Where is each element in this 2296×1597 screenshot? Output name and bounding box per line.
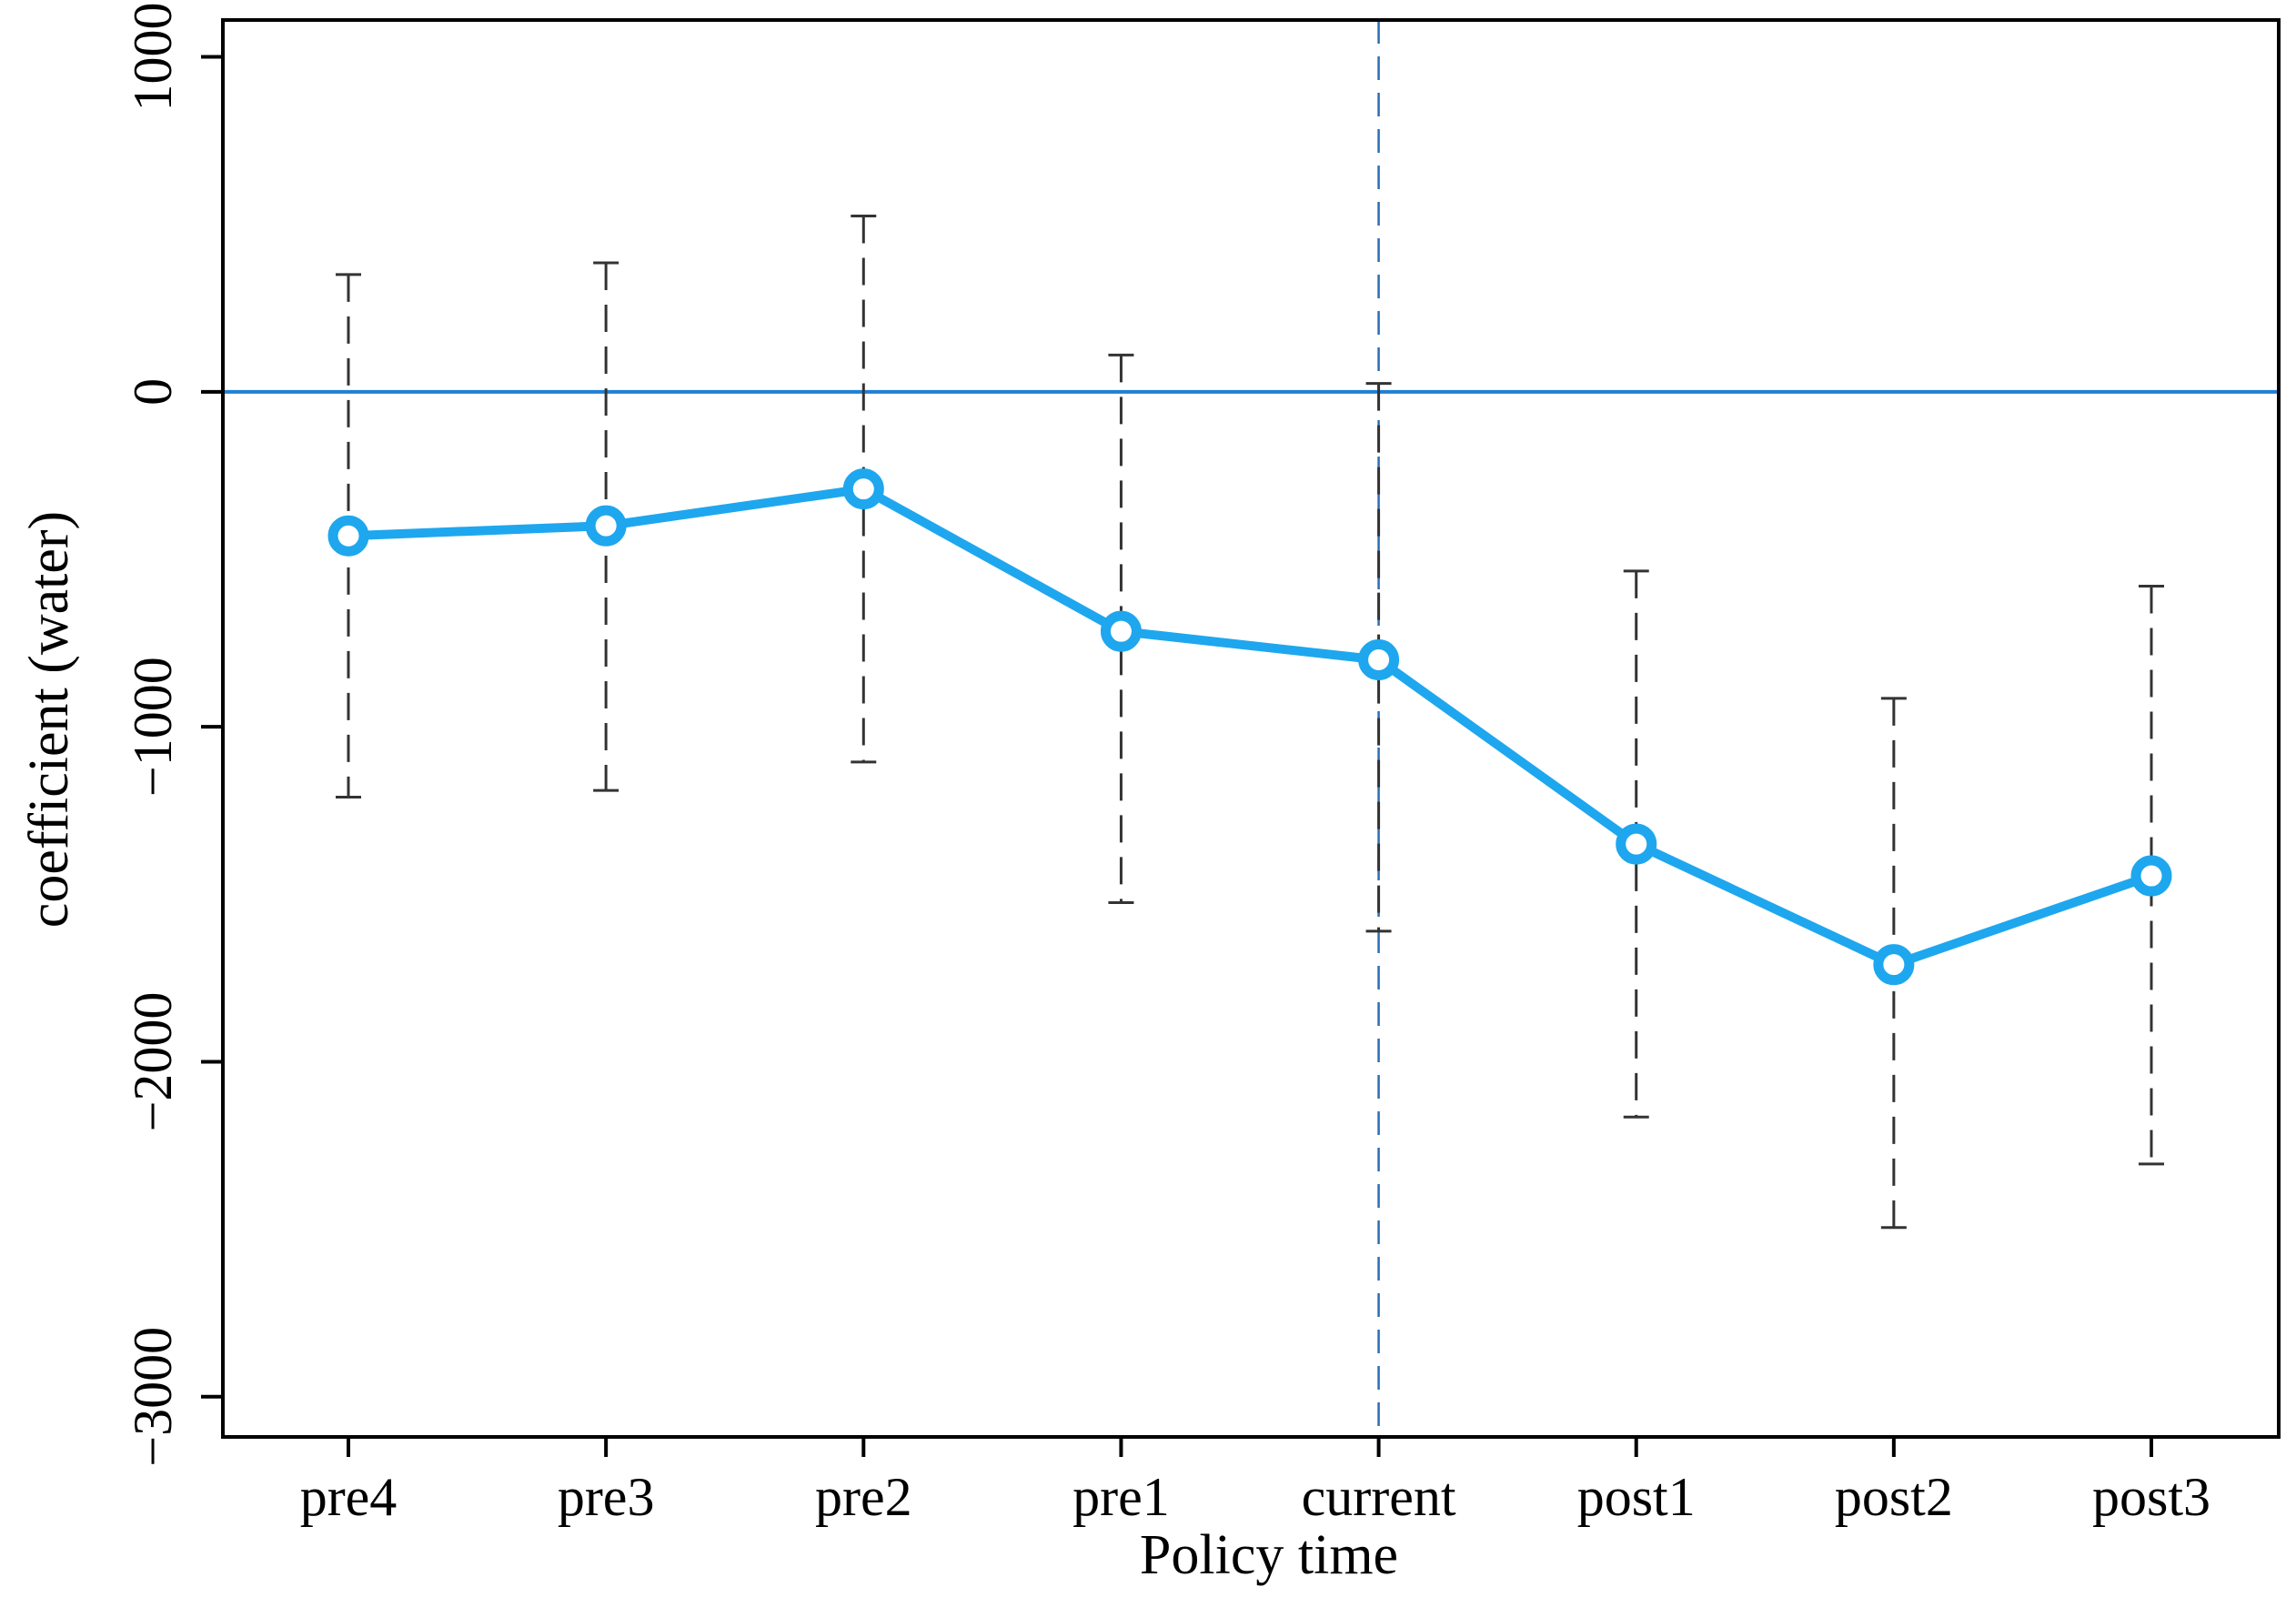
point-post3 bbox=[2130, 855, 2172, 897]
point-post2 bbox=[1873, 944, 1915, 986]
y-axis-title: coefficient (water) bbox=[18, 511, 80, 928]
y-tick-label--2000: −2000 bbox=[123, 992, 183, 1132]
series-layer bbox=[327, 468, 2172, 986]
y-tick-label-1000: 1000 bbox=[123, 3, 183, 112]
x-tick-label-post1: post1 bbox=[1577, 1467, 1696, 1527]
point-pre2 bbox=[842, 468, 884, 510]
x-tick-label-pre4: pre4 bbox=[300, 1467, 398, 1527]
point-post1 bbox=[1616, 823, 1657, 865]
y-axis: 1000 0 −1000 −2000 −3000 bbox=[123, 3, 223, 1467]
x-tick-label-current: current bbox=[1302, 1467, 1456, 1527]
x-tick-label-post2: post2 bbox=[1835, 1467, 1953, 1527]
point-pre3 bbox=[585, 505, 627, 547]
y-tick-label--3000: −3000 bbox=[123, 1327, 183, 1467]
coefficient-series-line bbox=[347, 484, 2153, 969]
x-axis-title: Policy time bbox=[1140, 1524, 1398, 1586]
point-pre1 bbox=[1100, 610, 1142, 652]
x-tick-label-pre2: pre2 bbox=[815, 1467, 912, 1527]
point-current bbox=[1358, 638, 1400, 680]
x-axis: pre4 pre3 pre2 pre1 current post1 post2 post3 bbox=[300, 1437, 2210, 1527]
x-tick-label-pre1: pre1 bbox=[1072, 1467, 1170, 1527]
y-tick-label-0: 0 bbox=[123, 378, 183, 406]
x-tick-label-post3: post3 bbox=[2092, 1467, 2210, 1527]
x-tick-label-pre3: pre3 bbox=[558, 1467, 655, 1527]
y-tick-label--1000: −1000 bbox=[123, 657, 183, 797]
point-pre4 bbox=[327, 515, 369, 557]
